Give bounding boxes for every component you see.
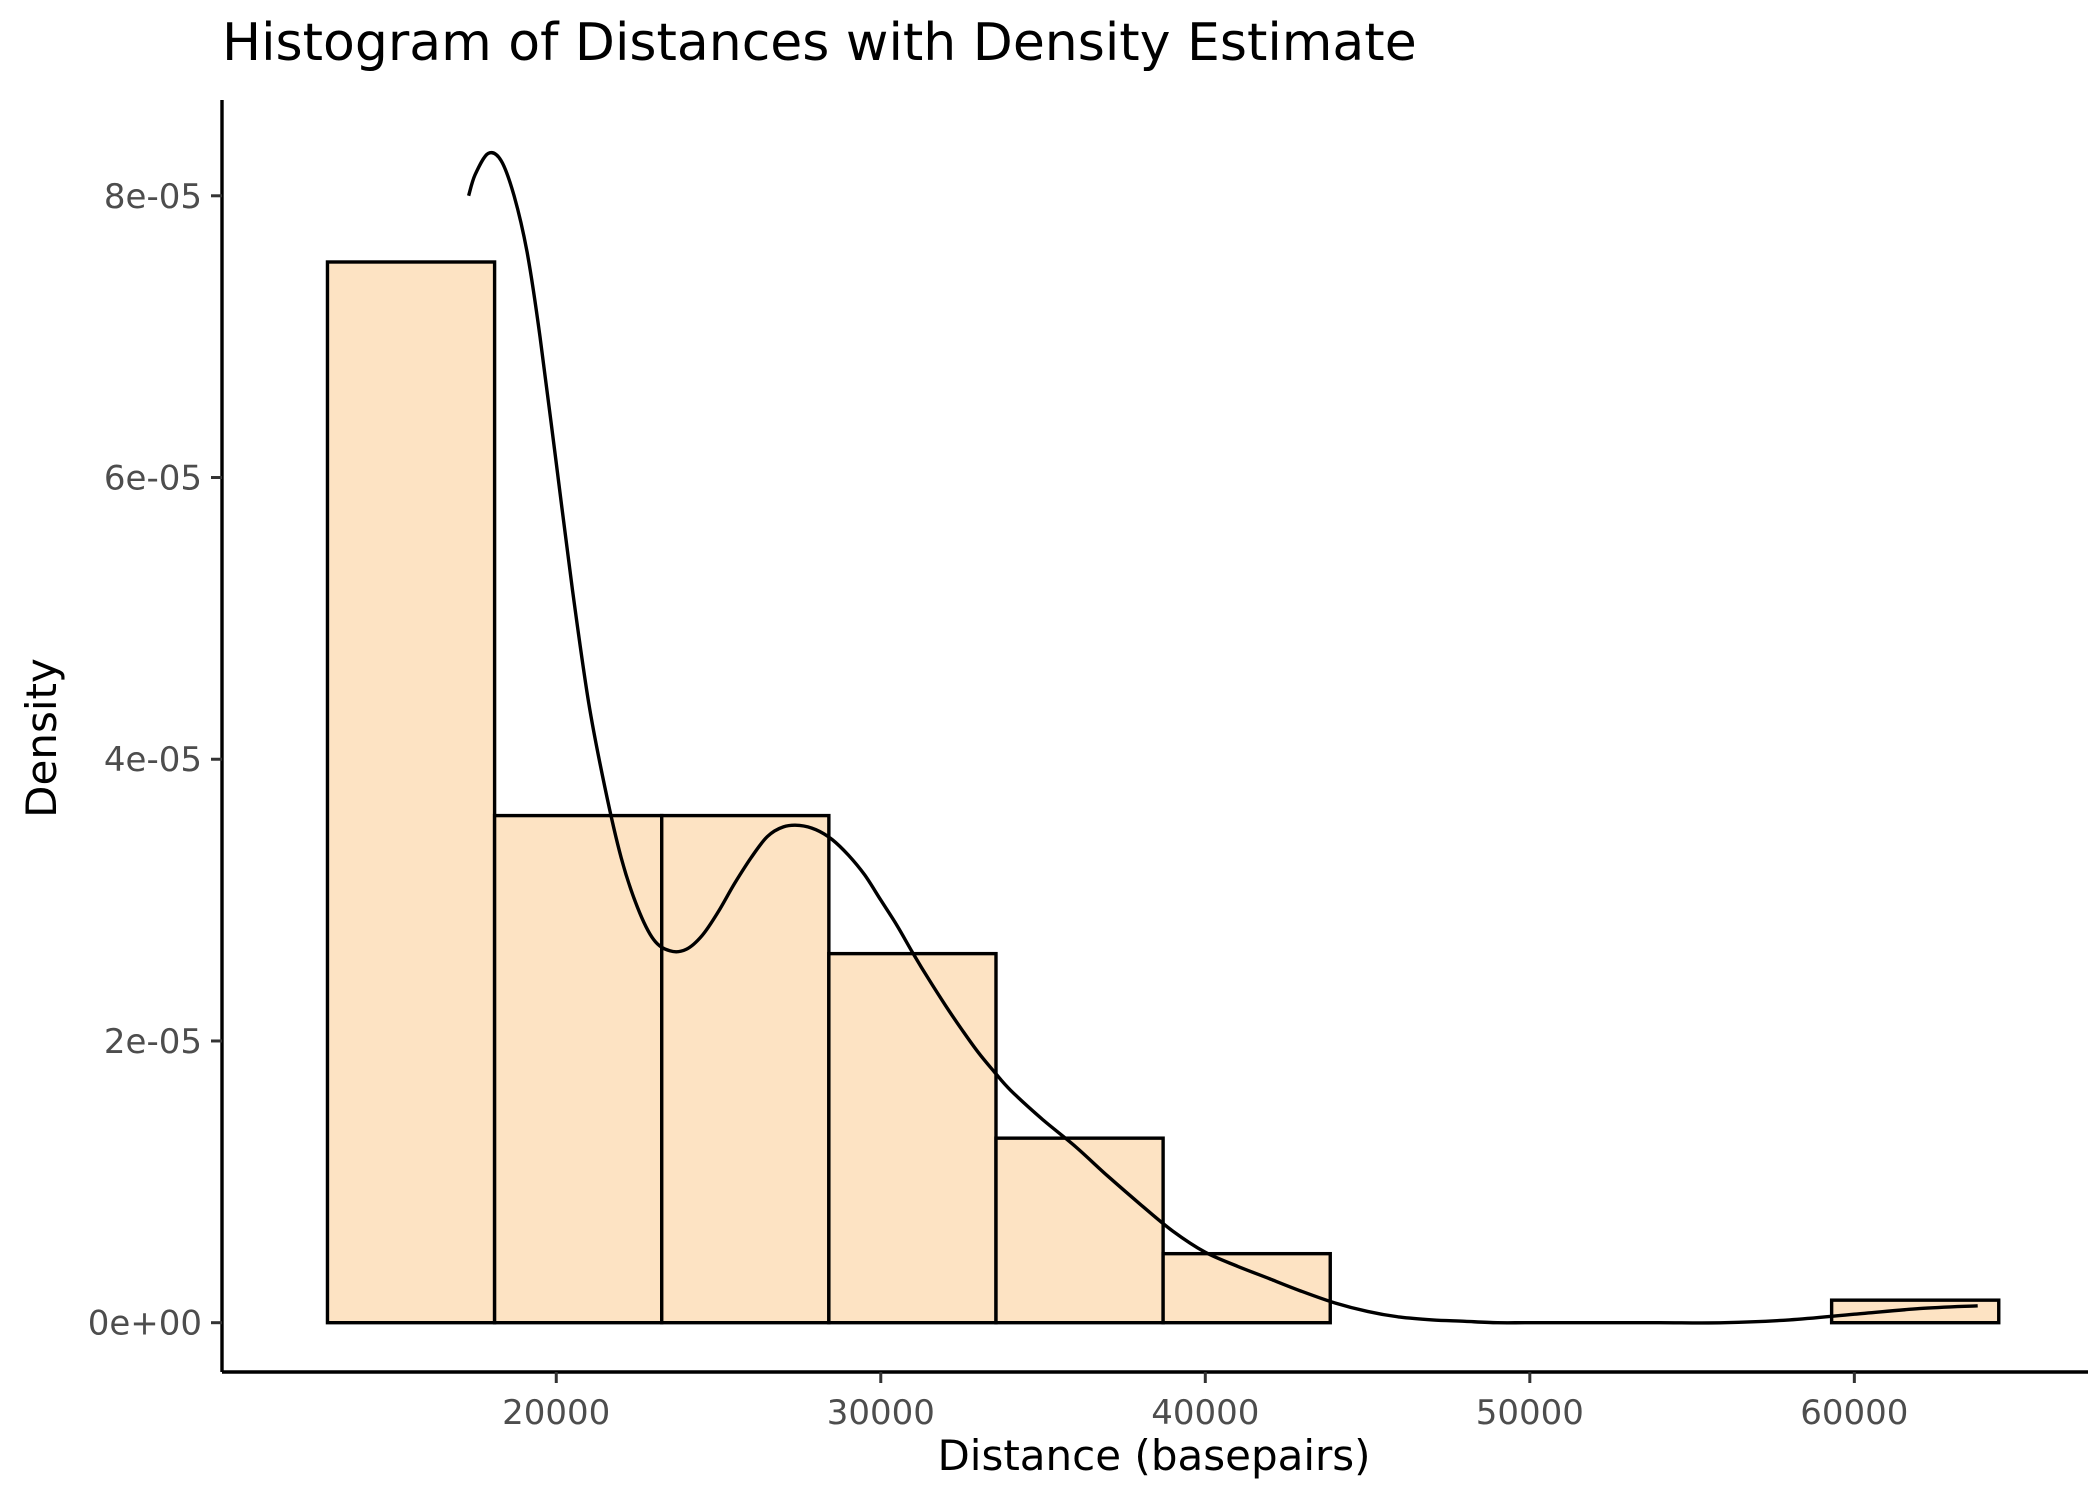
x-tick-label: 50000 <box>1476 1393 1584 1433</box>
histogram-bar-5 <box>994 1136 1165 1325</box>
x-axis-title: Distance (basepairs) <box>937 1431 1370 1480</box>
y-tick-label: 0e+00 <box>88 1304 202 1344</box>
histogram-bars <box>325 260 2001 1325</box>
histogram-bar-4 <box>827 951 998 1325</box>
histogram-bar-3 <box>660 813 831 1325</box>
y-tick-label: 8e-05 <box>104 177 202 217</box>
x-tick-label: 60000 <box>1800 1393 1908 1433</box>
y-axis-title: Density <box>17 658 66 818</box>
histogram-bar-10 <box>1829 1298 2001 1325</box>
axes: 0e+00 2e-05 4e-05 6e-05 8e-05 20000 30000 40000… <box>88 100 2088 1433</box>
x-tick-label: 30000 <box>827 1393 935 1433</box>
x-tick-label: 40000 <box>1151 1393 1259 1433</box>
histogram-bar-2 <box>492 813 664 1325</box>
x-tick-label: 20000 <box>502 1393 610 1433</box>
histogram-bar-1 <box>325 260 497 1325</box>
y-tick-label: 4e-05 <box>104 740 202 780</box>
y-tick-label: 6e-05 <box>104 459 202 499</box>
density-curve <box>466 150 1978 1325</box>
y-tick-label: 2e-05 <box>104 1022 202 1062</box>
chart-title: Histogram of Distances with Density Esti… <box>222 13 1417 73</box>
histogram-bar-6 <box>1161 1251 1332 1325</box>
